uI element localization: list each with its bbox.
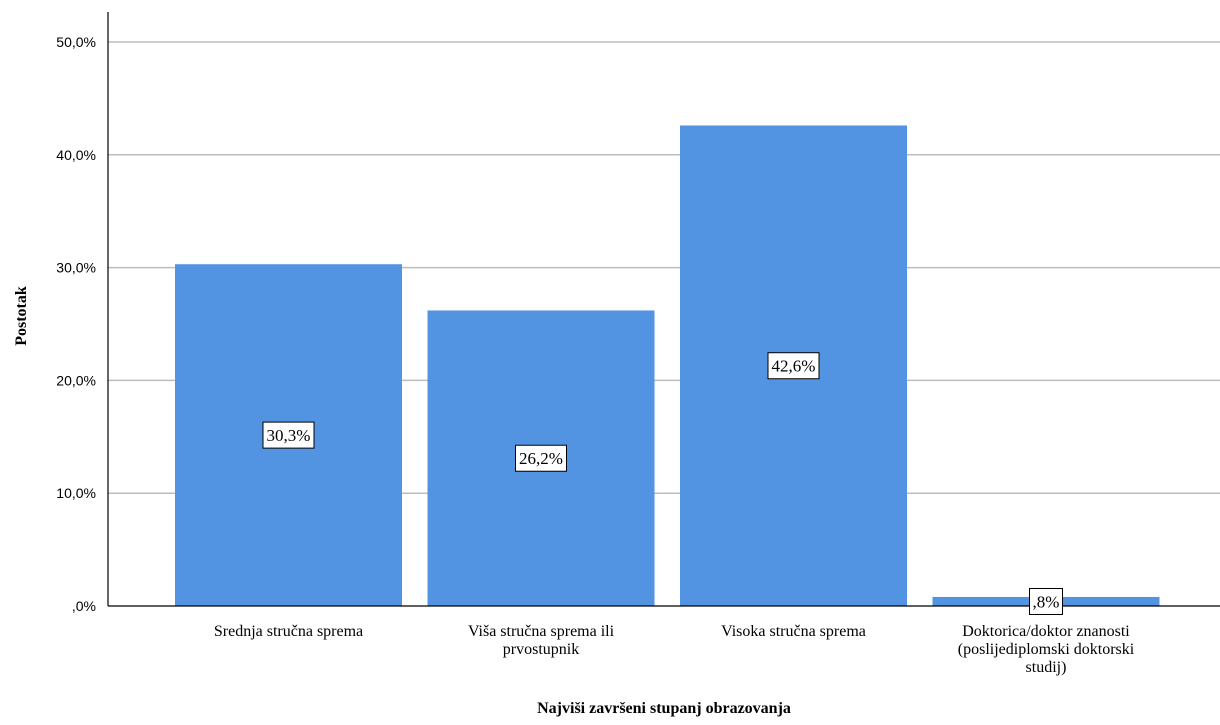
data-label-box bbox=[1029, 587, 1063, 615]
data-label: 26,2% bbox=[519, 449, 563, 468]
x-category-label: Visoka stručna sprema bbox=[721, 623, 866, 640]
y-tick-labels: ,0% 10,0% 20,0% 30,0% 40,0% 50,0% bbox=[56, 34, 96, 614]
y-tick-label: 30,0% bbox=[56, 260, 96, 276]
y-tick-label: 40,0% bbox=[56, 147, 96, 163]
y-tick-label: 20,0% bbox=[56, 372, 96, 388]
x-axis-title: Najviši završeni stupanj obrazovanja bbox=[537, 700, 791, 717]
x-category-label: Viša stručna sprema ili prvostupnik bbox=[468, 623, 615, 658]
data-label: ,8% bbox=[1033, 592, 1060, 611]
data-labels: 30,3% 26,2% 42,6% ,8% bbox=[262, 352, 1063, 615]
data-label-box bbox=[767, 352, 820, 380]
x-category-label: Srednja stručna sprema bbox=[214, 623, 363, 640]
y-tick-label: ,0% bbox=[72, 598, 96, 614]
y-axis-title: Postotak bbox=[13, 286, 30, 346]
data-label-box bbox=[515, 444, 567, 472]
y-tick-label: 10,0% bbox=[56, 485, 96, 501]
data-label-box bbox=[262, 421, 315, 449]
data-label: 30,3% bbox=[267, 426, 311, 445]
y-tick-label: 50,0% bbox=[56, 34, 96, 50]
x-category-labels: Srednja stručna sprema Viša stručna sprem… bbox=[214, 623, 1135, 676]
x-category-label: Doktorica/doktor znanosti (poslijediploms… bbox=[958, 623, 1135, 676]
data-label: 42,6% bbox=[772, 357, 816, 376]
bars bbox=[175, 125, 1160, 607]
